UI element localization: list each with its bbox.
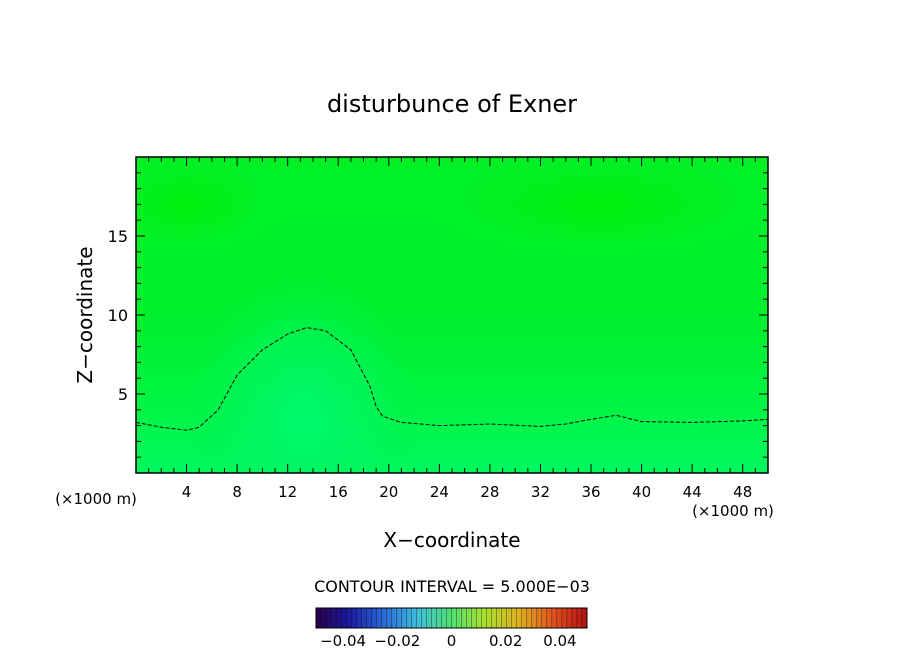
field-high-region: [184, 275, 424, 473]
y-axis-title: Z−coordinate: [73, 246, 97, 383]
field-low-region-left: [136, 157, 278, 255]
x-tick-label: 8: [232, 483, 242, 501]
y-tick-label: 10: [108, 306, 128, 325]
x-tick-label: 48: [733, 483, 752, 501]
colorbar-frame: [315, 607, 588, 629]
x-tick-label: 24: [430, 483, 449, 501]
colorbar: −0.04 −0.02 0 0.02 0.04: [315, 607, 588, 650]
chart-title: disturbunce of Exner: [327, 90, 577, 118]
contour-interval-label: CONTOUR INTERVAL = 5.000E−03: [314, 577, 590, 596]
colorbar-segments: [320, 608, 583, 628]
x-tick-label: 12: [278, 483, 297, 501]
x-axis-title: X−coordinate: [383, 528, 520, 552]
x-tick-label: 36: [581, 483, 600, 501]
x-axis: 4 8 12 16 20 24 28 32 36 40 44 48: [148, 157, 756, 501]
x-tick-label: 28: [480, 483, 499, 501]
colorbar-tick-label: 0.04: [543, 632, 576, 650]
colorbar-tick-label: 0.02: [489, 632, 522, 650]
x-tick-label: 4: [182, 483, 192, 501]
x-tick-label: 16: [329, 483, 348, 501]
x-tick-label: 44: [683, 483, 702, 501]
x-tick-label: 32: [531, 483, 550, 501]
x-tick-label: 40: [632, 483, 651, 501]
x-unit-label: (×1000 m): [692, 502, 774, 520]
plot-area: [136, 157, 768, 473]
y-tick-label: 15: [108, 227, 128, 246]
y-tick-label: 5: [118, 385, 128, 404]
colorbar-ticks: −0.04 −0.02 0 0.02 0.04: [320, 632, 576, 650]
z-unit-label: (×1000 m): [55, 490, 137, 508]
y-axis: 5 10 15: [108, 172, 768, 458]
x-tick-label: 20: [379, 483, 398, 501]
field-low-region-right: [430, 157, 768, 260]
colorbar-tick-label: 0: [447, 632, 457, 650]
colorbar-tick-label: −0.04: [320, 632, 366, 650]
colorbar-tick-label: −0.02: [374, 632, 420, 650]
